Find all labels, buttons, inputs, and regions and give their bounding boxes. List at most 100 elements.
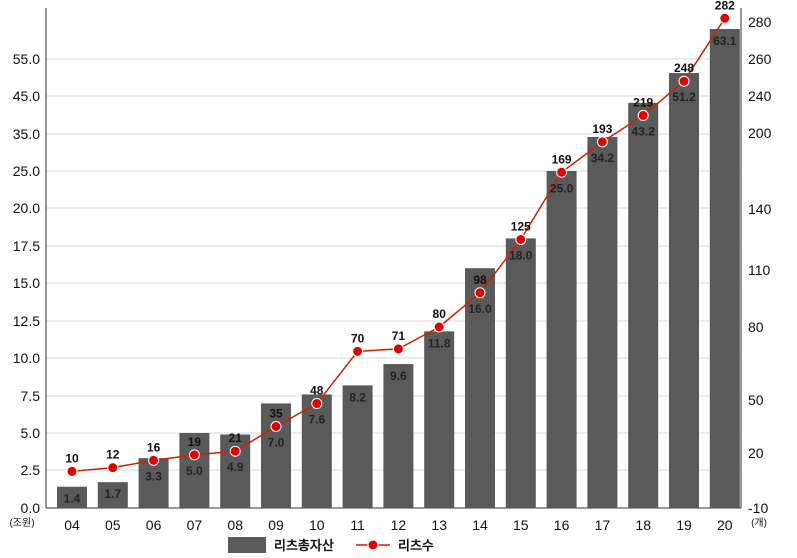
right-tick-label: 80 [748, 319, 764, 335]
line-point [637, 109, 649, 121]
bar [669, 73, 699, 508]
right-tick-label: 280 [748, 14, 772, 30]
x-tick-label: 07 [187, 517, 203, 533]
right-tick-label: 50 [748, 392, 764, 408]
left-tick-label: 25.0 [13, 163, 40, 179]
bar-value-label: 7.0 [268, 436, 285, 450]
bar-value-label: 34.2 [591, 151, 615, 165]
right-axis-unit: (개) [751, 517, 767, 529]
line-point [352, 345, 364, 357]
legend-bar-swatch [228, 537, 266, 553]
legend-line-label: 리츠수 [398, 538, 434, 553]
bar-value-label: 63.1 [713, 34, 737, 48]
legend-bar-label: 리츠총자산 [274, 538, 334, 553]
left-tick-label: 5.0 [21, 425, 41, 441]
bar-value-label: 4.9 [227, 460, 244, 474]
bar [587, 136, 618, 508]
line-point [311, 398, 323, 410]
line-point [474, 287, 486, 299]
line-value-label: 16 [147, 440, 161, 454]
x-tick-label: 12 [391, 517, 407, 533]
x-tick-label: 15 [513, 517, 529, 533]
line-point [270, 421, 282, 432]
line-value-label: 10 [65, 451, 79, 465]
line-series: 1.4 1.7 3.3 5.0 4.9 7.0 7.6 8.2 9.6 11.8 16.0 18.0 2… [64, 0, 737, 506]
left-tick-label: 35.0 [13, 126, 40, 142]
legend: 리츠총자산 리츠수 [228, 537, 434, 553]
bar-value-label: 11.8 [428, 336, 451, 350]
line-value-label: 193 [592, 122, 612, 136]
x-tick-label: 16 [554, 517, 570, 533]
bar-value-label: 9.6 [390, 369, 407, 383]
left-tick-label: 7.5 [21, 388, 41, 404]
x-tick-label: 20 [717, 517, 733, 533]
x-tick-label: 17 [595, 517, 611, 533]
line-value-label: 282 [715, 0, 735, 12]
line-value-label: 71 [392, 329, 406, 343]
line-value-label: 125 [511, 220, 531, 234]
legend-line-marker [367, 539, 379, 551]
bar [546, 171, 577, 508]
x-axis: 04 05 06 07 08 09 10 11 12 13 14 15 16 17 18 19 20 [64, 517, 733, 533]
line-point [392, 343, 404, 355]
x-tick-label: 09 [268, 517, 284, 533]
bar [465, 268, 495, 508]
x-tick-label: 10 [309, 517, 325, 533]
bar [97, 482, 128, 508]
bar [383, 364, 414, 508]
line-point [66, 465, 78, 477]
bar-value-label: 18.0 [509, 249, 533, 263]
bars [57, 29, 740, 509]
x-tick-label: 04 [64, 517, 80, 533]
x-tick-label: 11 [350, 517, 365, 533]
line-point [556, 166, 568, 178]
line-point [596, 136, 608, 148]
bar-value-label: 8.2 [349, 390, 366, 404]
left-tick-label: 10.0 [13, 350, 40, 366]
right-tick-label: 110 [748, 262, 771, 278]
bar-value-label: 16.0 [468, 302, 492, 316]
x-tick-label: 06 [146, 517, 162, 533]
line-value-label: 169 [552, 152, 572, 166]
bar [57, 486, 87, 508]
right-axis: (개) -10 20 50 80 110 140 200 240 260 280 [748, 14, 772, 529]
bar [505, 238, 536, 508]
bar [628, 102, 659, 508]
left-tick-label: 45.0 [13, 88, 40, 104]
bar-value-label: 3.3 [145, 469, 162, 483]
bar-value-label: 5.0 [186, 464, 203, 478]
left-tick-label: 20.0 [13, 200, 40, 216]
bar-value-label: 25.0 [550, 181, 574, 195]
x-tick-label: 08 [227, 517, 243, 533]
left-tick-label: 12.5 [13, 313, 40, 329]
bar-value-label: 51.2 [672, 90, 696, 104]
x-tick-label: 13 [431, 517, 447, 533]
bar-value-label: 7.6 [308, 413, 325, 427]
bar [138, 458, 169, 508]
left-tick-label: 15.0 [13, 275, 40, 291]
right-tick-label: 240 [748, 88, 772, 104]
bar-value-label: 43.2 [632, 124, 656, 138]
line-value-label: 70 [351, 331, 365, 345]
left-axis-unit: (조원) [9, 517, 34, 529]
right-tick-label: 200 [748, 125, 772, 141]
x-tick-label: 19 [676, 517, 692, 533]
bar [179, 433, 210, 508]
line-point [678, 75, 690, 87]
left-axis: (조원) 0.0 2.5 5.0 7.5 10.0 12.5 15.0 17.5 20.0 25.… [9, 51, 40, 529]
bar [342, 385, 373, 508]
left-tick-label: 2.5 [21, 462, 41, 478]
line-value-label: 219 [633, 95, 653, 109]
line-value-label: 80 [433, 307, 447, 321]
right-tick-label: 140 [748, 201, 772, 217]
grid-lines [45, 8, 742, 509]
line-value-label: 19 [188, 435, 202, 449]
line-point [229, 445, 241, 457]
x-tick-label: 05 [105, 517, 121, 533]
bar [709, 29, 740, 509]
line-value-label: 48 [310, 384, 324, 398]
line-value-label: 21 [229, 431, 243, 445]
right-tick-label: -10 [748, 500, 768, 516]
line-point [188, 449, 200, 461]
